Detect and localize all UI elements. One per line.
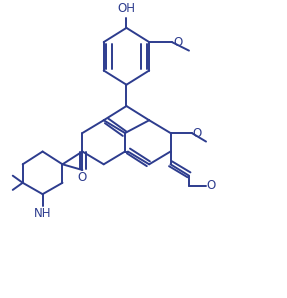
Text: O: O xyxy=(192,127,202,139)
Text: NH: NH xyxy=(34,207,51,220)
Text: O: O xyxy=(206,179,215,192)
Text: OH: OH xyxy=(117,2,135,15)
Text: O: O xyxy=(174,36,183,49)
Text: O: O xyxy=(78,171,87,184)
